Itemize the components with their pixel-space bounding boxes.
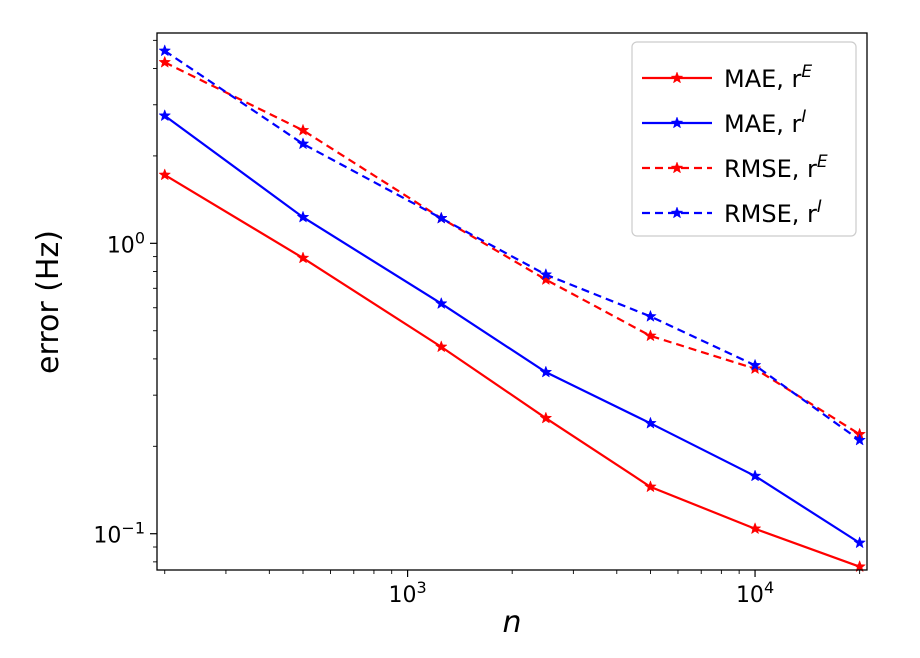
data-point (539, 272, 553, 286)
legend-label: MAE, rE (724, 62, 812, 93)
data-point (539, 365, 553, 378)
data-point (434, 340, 448, 353)
legend-label: RMSE, rE (724, 152, 828, 183)
data-point (296, 210, 310, 223)
y-axis-title: error (Hz) (31, 230, 66, 374)
y-tick-label: 10−1 (93, 519, 145, 549)
series-3 (158, 44, 867, 446)
plot-marks (158, 44, 867, 573)
data-point (644, 416, 657, 429)
data-point (158, 55, 172, 68)
data-point (853, 433, 867, 446)
data-point (296, 123, 310, 136)
series-0 (158, 168, 867, 573)
legend-label: MAE, rI (724, 107, 806, 138)
data-point (644, 329, 657, 342)
data-point (296, 251, 310, 264)
data-point (158, 109, 172, 122)
legend-marker (670, 116, 684, 129)
data-point (853, 536, 867, 549)
legend-label: RMSE, rI (724, 197, 822, 228)
x-tick-label: 104 (736, 578, 774, 608)
legend-marker (670, 206, 684, 219)
data-point (748, 469, 762, 482)
data-point (644, 480, 657, 493)
legend-box (631, 41, 857, 237)
data-point (158, 44, 172, 57)
x-axis-title: n (502, 605, 521, 640)
data-point (434, 211, 448, 224)
data-point (539, 267, 553, 281)
data-point (644, 309, 657, 322)
data-point (853, 559, 867, 573)
legend-item: MAE, rE (642, 62, 812, 93)
axis-ticks: 103 104 100 10−1 (93, 39, 861, 608)
legend-item: RMSE, rI (642, 197, 822, 228)
data-point (539, 411, 553, 424)
data-point (158, 168, 172, 181)
series-1 (158, 109, 867, 549)
legend-marker (670, 71, 684, 84)
legend-item: RMSE, rE (642, 152, 828, 183)
x-tick-label: 103 (389, 578, 427, 608)
y-tick-label: 100 (107, 228, 145, 258)
legend-marker (670, 161, 684, 174)
data-point (434, 296, 448, 310)
legend-item: MAE, rI (642, 107, 806, 138)
data-point (748, 522, 762, 535)
data-point (748, 358, 762, 371)
legend: MAE, rE MAE, rI RMSE, rE RMSE, rI (631, 41, 857, 237)
data-point (296, 137, 310, 150)
